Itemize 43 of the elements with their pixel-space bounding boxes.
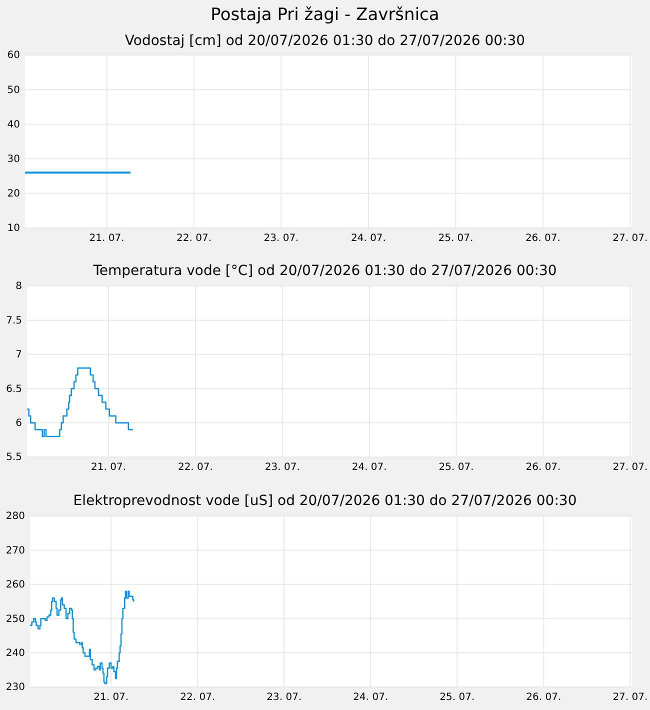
x-tick-label: 21. 07.	[89, 233, 124, 244]
y-tick-label: 6.5	[6, 384, 22, 395]
y-tick-label: 10	[7, 223, 20, 234]
y-tick-label: 7.5	[6, 315, 22, 326]
chart-subtitle: Vodostaj [cm] od 20/07/2026 01:30 do 27/07/2026 00:30	[124, 33, 526, 49]
x-tick-label: 26. 07.	[526, 692, 562, 704]
x-tick-label: 21. 07.	[94, 692, 129, 704]
chart-title: Elektroprevodnost vode [uS] od 20/07/2026 01:30 do 27/07/2026 00:30	[73, 493, 577, 509]
y-tick-label: 20	[7, 188, 20, 200]
x-tick-label: 21. 07.	[91, 462, 126, 474]
x-tick-label: 26. 07.	[525, 233, 560, 244]
y-tick-label: 40	[7, 119, 20, 130]
x-tick-label: 22. 07.	[180, 692, 216, 704]
x-tick-label: 25. 07.	[438, 462, 474, 474]
y-tick-label: 260	[6, 580, 25, 591]
x-tick-label: 22. 07.	[176, 233, 212, 244]
x-tick-label: 22. 07.	[178, 462, 213, 474]
x-tick-label: 25. 07.	[438, 233, 474, 244]
y-tick-label: 270	[6, 545, 25, 556]
x-tick-label: 23. 07.	[266, 692, 302, 704]
y-tick-label: 5.5	[6, 452, 22, 464]
x-tick-label: 23. 07.	[264, 233, 299, 244]
y-tick-label: 7	[16, 350, 22, 361]
x-tick-label: 23. 07.	[264, 462, 300, 474]
y-tick-label: 250	[6, 614, 25, 625]
y-tick-label: 240	[6, 648, 25, 659]
chart-title: Postaja Pri žagi - Završnica	[210, 5, 440, 25]
chart-title: Temperatura vode [°C] od 20/07/2026 01:30 do 27/07/2026 00:30	[92, 263, 557, 279]
y-tick-label: 280	[6, 511, 25, 522]
x-tick-label: 27. 07.	[612, 692, 648, 704]
y-tick-label: 6	[16, 418, 22, 429]
x-tick-label: 24. 07.	[350, 233, 386, 244]
x-tick-label: 24. 07.	[353, 692, 388, 704]
x-tick-label: 27. 07.	[612, 462, 648, 474]
y-tick-label: 230	[6, 682, 25, 694]
y-tick-label: 60	[7, 50, 20, 62]
x-tick-label: 24. 07.	[352, 462, 387, 474]
x-tick-label: 25. 07.	[440, 692, 475, 704]
y-tick-label: 50	[7, 84, 20, 96]
y-tick-label: 30	[7, 154, 20, 165]
x-tick-label: 27. 07.	[612, 233, 648, 244]
x-tick-label: 26. 07.	[526, 462, 561, 474]
y-tick-label: 8	[16, 281, 22, 292]
